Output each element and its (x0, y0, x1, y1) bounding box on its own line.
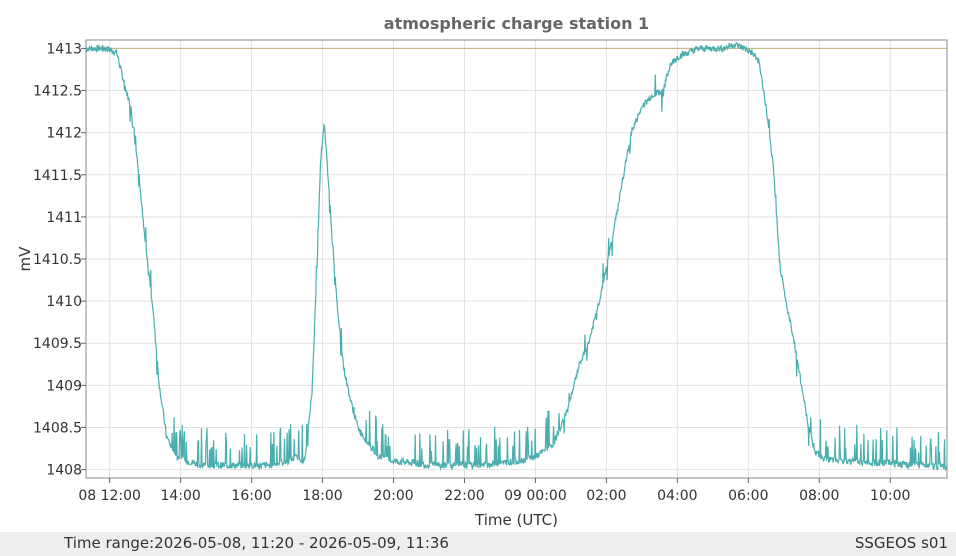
y-tick-label: 1409 (46, 378, 82, 394)
y-tick-label: 1410 (46, 294, 82, 310)
series-line (86, 42, 947, 472)
y-tick-label: 1410.5 (33, 252, 82, 268)
x-tick-label: 08:00 (799, 488, 839, 504)
x-tick-label: 14:00 (160, 488, 200, 504)
x-tick-label: 04:00 (657, 488, 697, 504)
x-tick-label: 16:00 (231, 488, 271, 504)
y-tick-label: 1412.5 (33, 84, 82, 100)
x-tick-label: 09 00:00 (504, 488, 567, 504)
x-tick-label: 08 12:00 (78, 488, 141, 504)
y-tick-label: 1408 (46, 463, 82, 479)
plot-area: 1408 1408.5 1409 1409.5 1410 1410.5 1411 1411.5… (0, 0, 956, 532)
y-tick-label: 1413 (46, 41, 82, 57)
time-range-label: Time range:2026-05-08, 11:20 - 2026-05-0… (64, 534, 449, 552)
x-tick-label: 06:00 (728, 488, 768, 504)
x-tick-label: 20:00 (373, 488, 413, 504)
x-tick-label: 02:00 (586, 488, 626, 504)
x-tick-label: 22:00 (444, 488, 484, 504)
x-tick-label: 10:00 (870, 488, 910, 504)
chart: 1408 1408.5 1409 1409.5 1410 1410.5 1411 1411.5… (16, 14, 948, 529)
y-axis-label: mV (16, 246, 34, 272)
station-id-label: SSGEOS s01 (854, 534, 948, 552)
y-tick-label: 1408.5 (33, 420, 82, 436)
x-tick-label: 18:00 (302, 488, 342, 504)
x-axis-label: Time (UTC) (474, 511, 558, 529)
chart-title: atmospheric charge station 1 (384, 14, 649, 33)
y-tick-label: 1412 (46, 126, 82, 142)
y-tick-label: 1409.5 (33, 336, 82, 352)
y-tick-label: 1411.5 (33, 168, 82, 184)
y-tick-label: 1411 (46, 210, 82, 226)
